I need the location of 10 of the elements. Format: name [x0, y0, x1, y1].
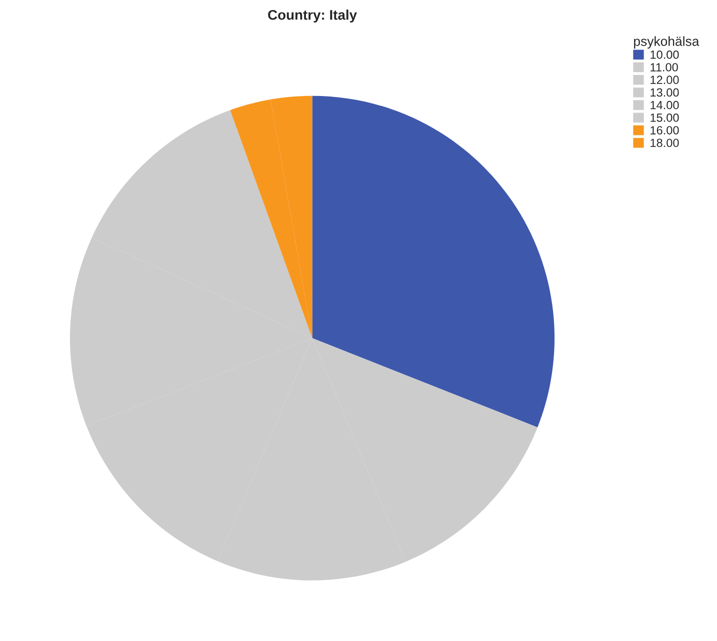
legend-label: 12.00: [650, 76, 679, 84]
legend-label: 10.00: [650, 50, 679, 59]
legend-title: psykohälsa: [634, 36, 700, 49]
legend-label: 15.00: [650, 113, 679, 122]
legend-label: 14.00: [650, 100, 679, 110]
legend-label: 16.00: [650, 126, 679, 134]
legend-label: 11.00: [650, 63, 678, 72]
chart-title: Country: Italy: [268, 10, 357, 23]
legend-label: 18.00: [650, 138, 679, 148]
legend-label: 13.00: [650, 88, 679, 97]
